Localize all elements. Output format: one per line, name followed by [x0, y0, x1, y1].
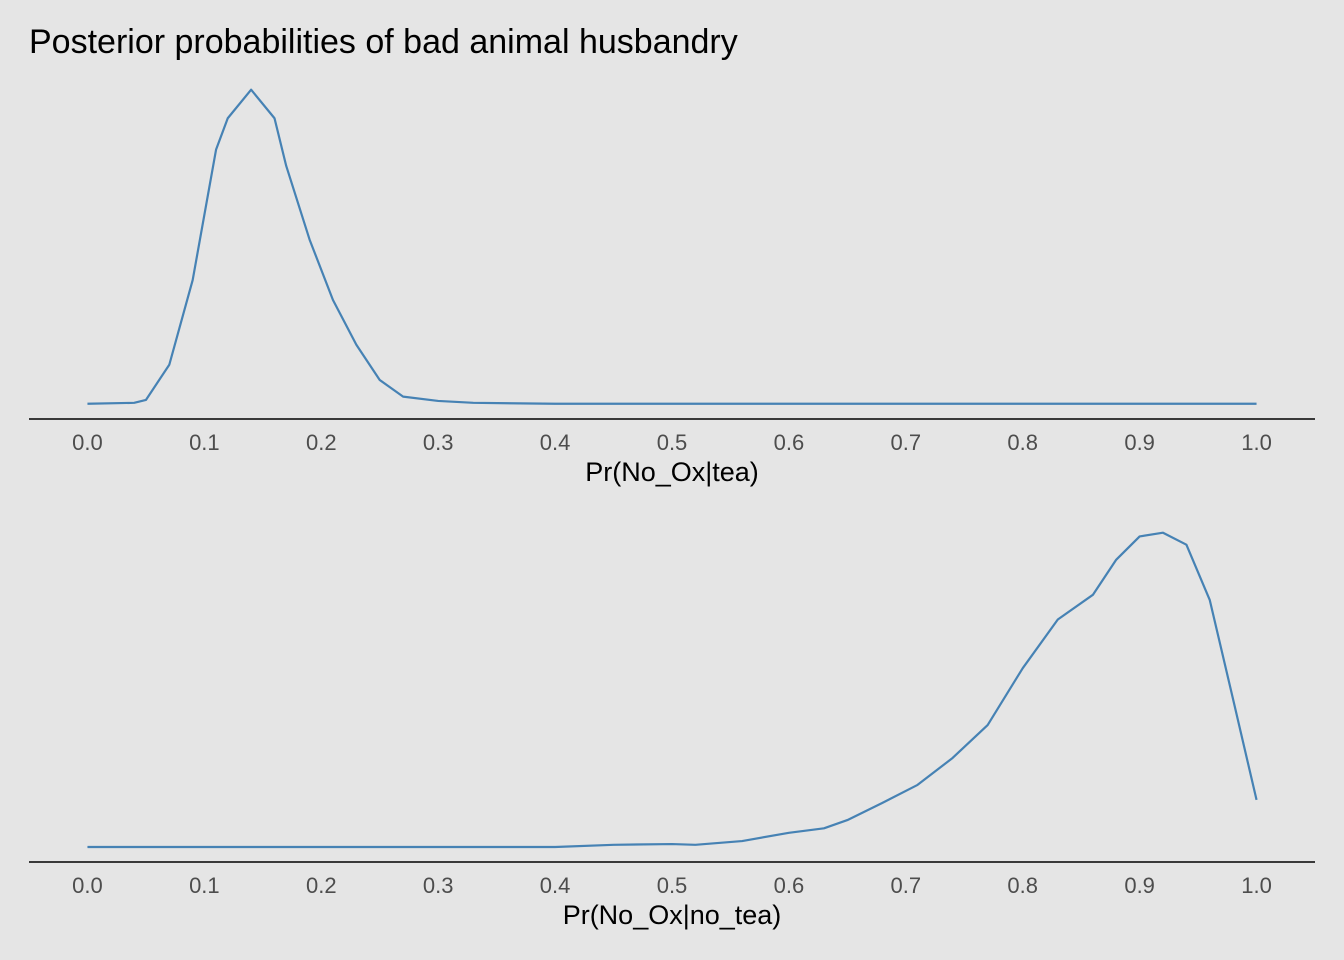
- density-line: [87, 88, 1257, 405]
- x-tick-label: 0.1: [189, 873, 220, 898]
- x-tick-label: 0.2: [306, 873, 337, 898]
- x-tick-label: 0.9: [1124, 430, 1155, 455]
- x-axis-title: Pr(No_Ox|no_tea): [563, 900, 782, 930]
- x-tick-label: 0.3: [423, 873, 454, 898]
- x-axis-title: Pr(No_Ox|tea): [585, 457, 759, 487]
- x-tick-label: 0.9: [1124, 873, 1155, 898]
- x-tick-label: 0.4: [540, 430, 571, 455]
- density-line: [87, 531, 1258, 849]
- x-tick-label: 0.5: [657, 430, 688, 455]
- x-tick-label: 1.0: [1241, 430, 1272, 455]
- x-tick-label: 0.6: [774, 430, 805, 455]
- x-tick-label: 0.6: [774, 873, 805, 898]
- x-tick-label: 0.8: [1007, 873, 1038, 898]
- chart-title: Posterior probabilities of bad animal hu…: [29, 23, 738, 61]
- x-tick-label: 0.4: [540, 873, 571, 898]
- x-tick-label: 1.0: [1241, 873, 1272, 898]
- x-tick-label: 0.0: [72, 430, 103, 455]
- x-tick-label: 0.7: [891, 430, 922, 455]
- x-tick-label: 0.3: [423, 430, 454, 455]
- x-tick-label: 0.1: [189, 430, 220, 455]
- x-tick-label: 0.8: [1007, 430, 1038, 455]
- x-tick-label: 0.5: [657, 873, 688, 898]
- x-tick-label: 0.0: [72, 873, 103, 898]
- x-tick-label: 0.7: [891, 873, 922, 898]
- x-tick-label: 0.2: [306, 430, 337, 455]
